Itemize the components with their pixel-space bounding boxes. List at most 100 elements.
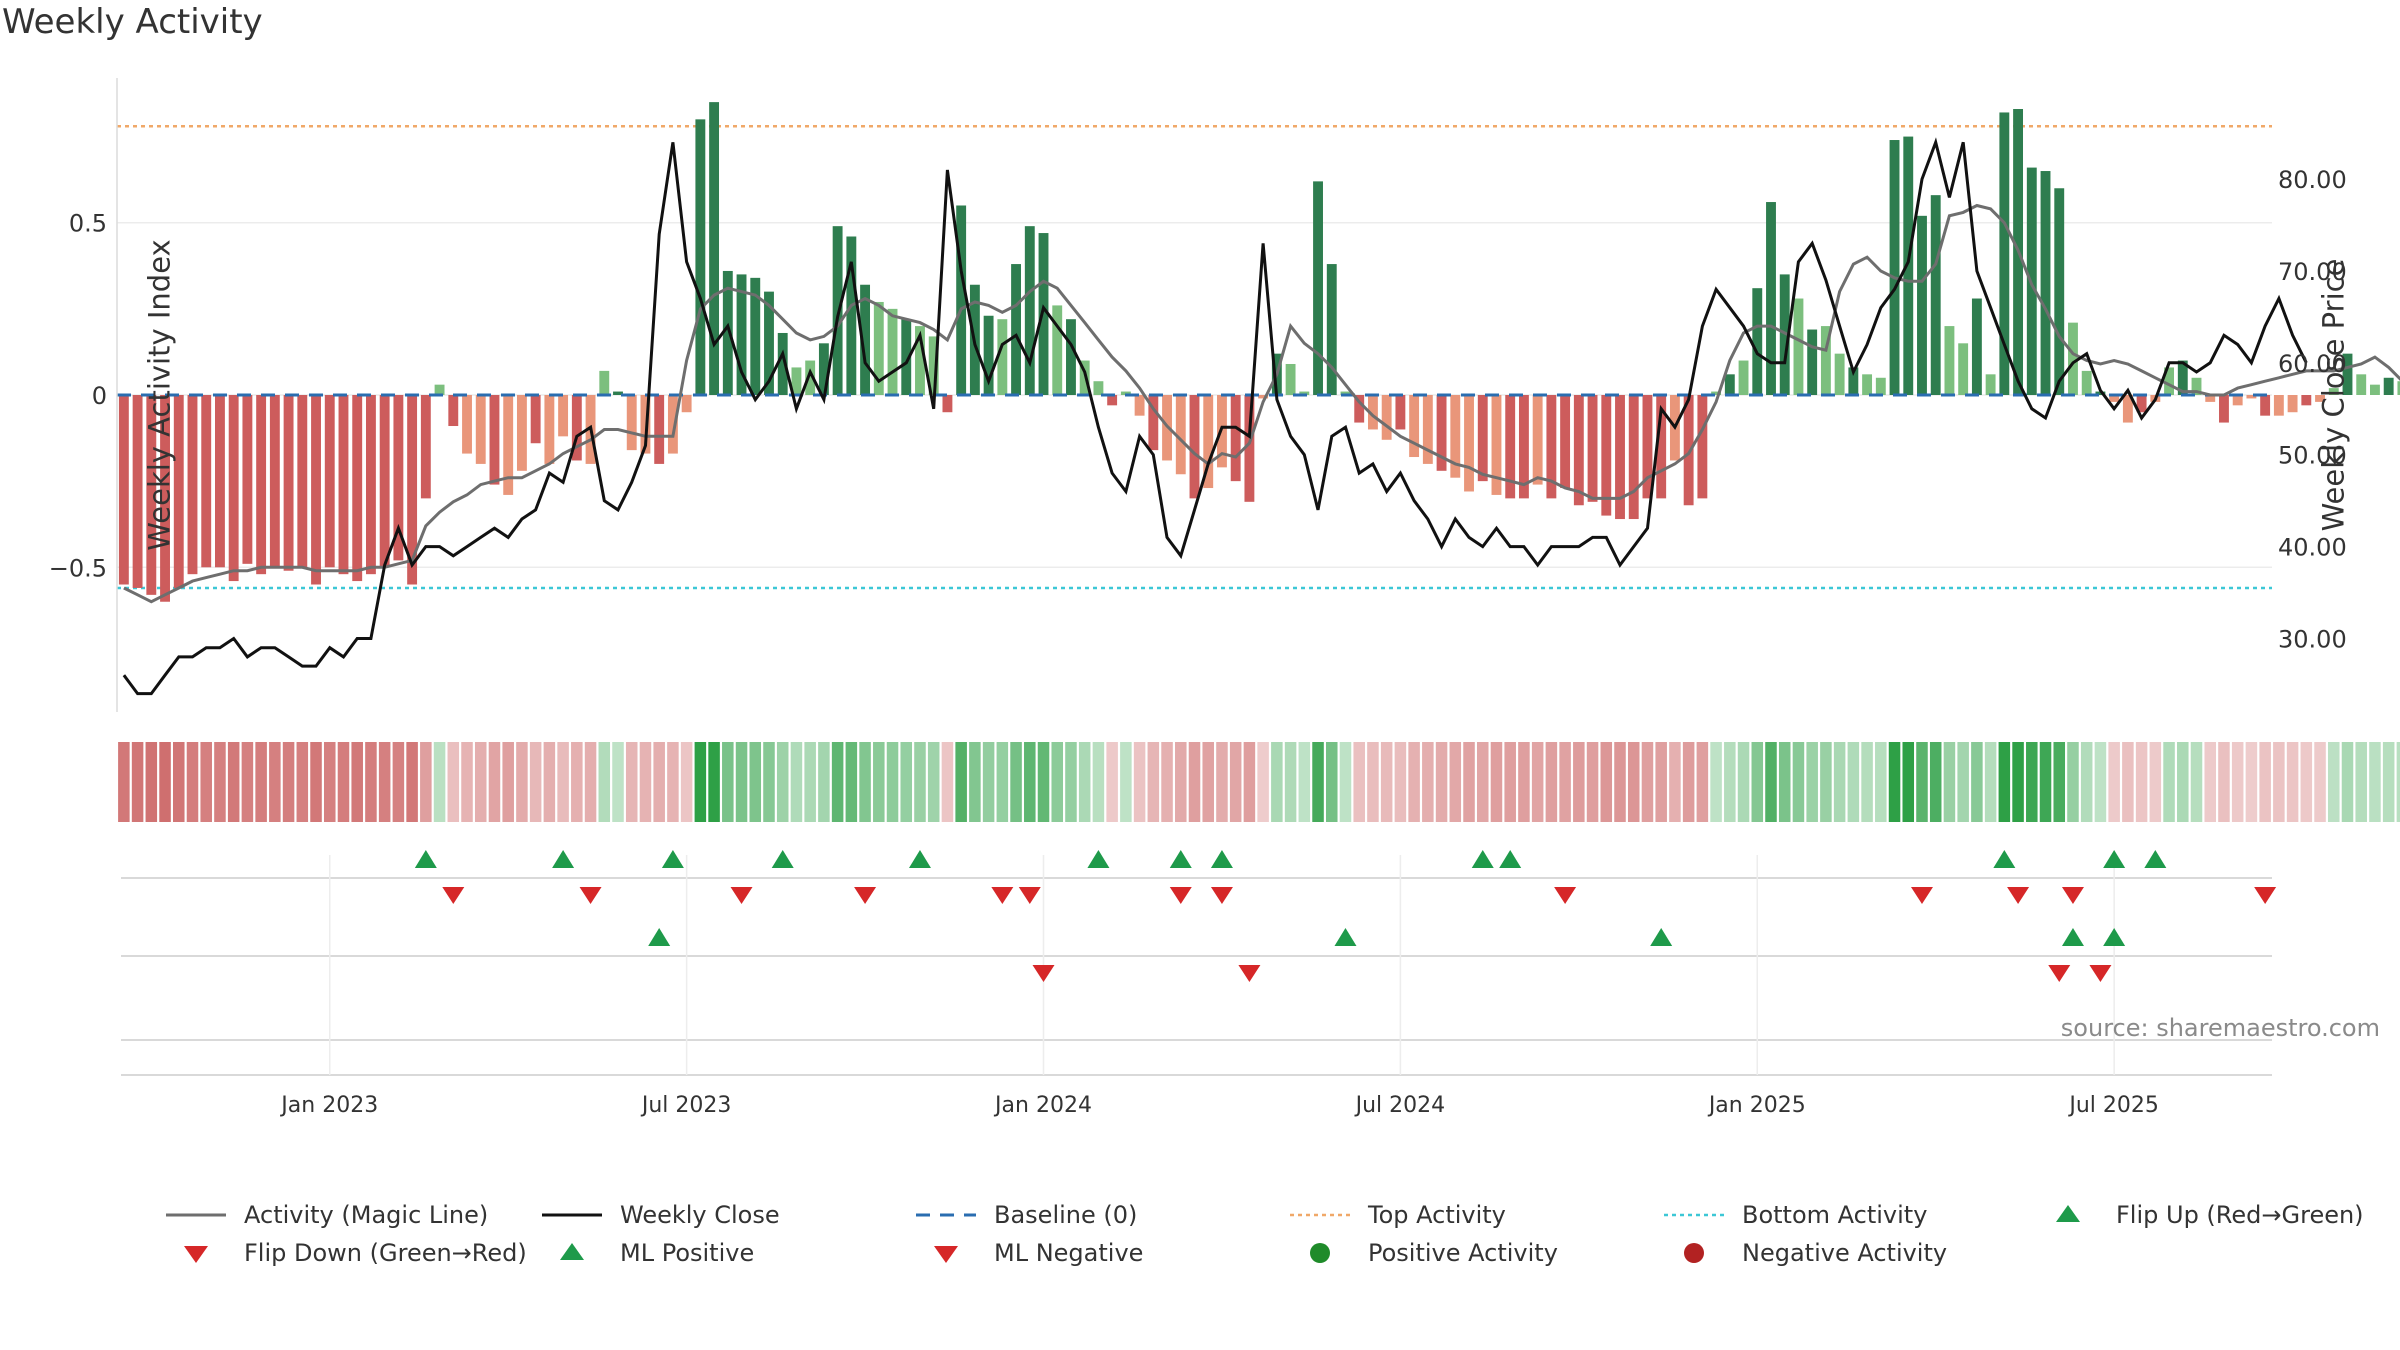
y-axis-label-left: Weekly Activity Index [142, 239, 177, 551]
ml-negative-marker [2089, 965, 2112, 982]
activity-bar [1875, 377, 1886, 395]
activity-bar [1834, 353, 1845, 395]
activity-bar [1752, 288, 1763, 395]
heatmap-cell [571, 742, 583, 822]
y-axis-label-right: Weekly Close Price [2316, 258, 2351, 532]
flip-up-marker [661, 850, 684, 868]
heatmap-cell [1943, 742, 1956, 822]
heatmap-cell [1133, 742, 1146, 822]
legend-swatch-flip-down-triangle-icon [184, 1246, 208, 1263]
flip-down-marker [1169, 887, 1192, 904]
left-tick-label: 0 [92, 382, 107, 410]
heatmap-cell [118, 742, 130, 822]
heatmap-cell [982, 742, 995, 822]
legend-item-top-activity: Top Activity [1288, 1200, 1506, 1230]
legend-swatch-bottom-activity [1664, 1213, 1724, 1217]
heatmap-cell [1531, 742, 1544, 822]
magic-line-series [123, 203, 2400, 604]
heatmap-cell [1490, 742, 1503, 822]
heatmap-cell [378, 742, 391, 822]
heatmap-cell [1957, 742, 1969, 822]
heatmap-cell [914, 742, 926, 822]
heatmap-cell [1696, 742, 1709, 822]
activity-bar [1464, 395, 1474, 492]
ml-positive-marker [1334, 928, 1357, 946]
flip-up-marker [1471, 850, 1494, 868]
activity-bar [1958, 343, 1969, 395]
activity-bar [1011, 264, 1022, 395]
heatmap-cell [625, 742, 638, 822]
heatmap-cell [708, 742, 720, 822]
activity-bar [860, 284, 871, 395]
heatmap-cell [488, 742, 501, 822]
heatmap-cell [1833, 742, 1846, 822]
flip-down-marker [2061, 887, 2084, 904]
activity-bar [928, 336, 939, 395]
heatmap-cell [1339, 742, 1352, 822]
activity-bar [448, 395, 459, 427]
heatmap-cell [145, 742, 158, 822]
activity-bar [1052, 305, 1063, 395]
heatmap-cell [667, 742, 679, 822]
heatmap-cell [1202, 742, 1214, 822]
heatmap-cell [1627, 742, 1640, 822]
activity-bar [1313, 181, 1323, 395]
heatmap-cell [214, 742, 226, 822]
activity-bar [1656, 395, 1667, 499]
heatmap-cell [1902, 742, 1915, 822]
activity-bar [832, 226, 843, 395]
heatmap-cell [241, 742, 254, 822]
heatmap-cell [1655, 742, 1667, 822]
activity-bar [324, 395, 335, 568]
activity-bar [242, 395, 253, 564]
heatmap-cell [2190, 742, 2203, 822]
activity-bar [1134, 395, 1145, 416]
heatmap-cell [2396, 742, 2400, 822]
heatmap-cell [557, 742, 569, 822]
heatmap-cell [1682, 742, 1695, 822]
activity-bar [1971, 298, 1982, 395]
activity-bar [1093, 381, 1104, 395]
activity-bar [764, 291, 774, 395]
heatmap-cell [200, 742, 212, 822]
heatmap-cell [365, 742, 377, 822]
heatmap-cell [749, 742, 762, 822]
legend-label: Positive Activity [1368, 1239, 1558, 1267]
flip-down-marker [579, 887, 602, 904]
flip-down-marker [2007, 887, 2030, 904]
right-tick-label: 50.00 [2278, 442, 2347, 470]
activity-bar [352, 395, 363, 582]
x-tick-label: Jul 2025 [2067, 1093, 2159, 1118]
x-tick-label: Jul 2023 [640, 1093, 732, 1118]
heatmap-cell [2026, 742, 2038, 822]
right-tick-label: 80.00 [2278, 166, 2347, 194]
right-tick-label: 70.00 [2278, 258, 2347, 286]
activity-bar [722, 270, 733, 395]
heatmap-cell [969, 742, 981, 822]
activity-bar [915, 326, 925, 395]
activity-bar [2191, 377, 2202, 395]
heatmap-cell [269, 742, 281, 822]
heatmap-cell [447, 742, 460, 822]
activity-bar [118, 395, 129, 585]
activity-bar [516, 395, 527, 471]
activity-bar [2328, 388, 2339, 395]
heatmap-cell [543, 742, 556, 822]
activity-bar [709, 102, 720, 395]
heatmap-cell [1065, 742, 1077, 822]
heatmap-cell [2245, 742, 2258, 822]
heatmap-cell [2369, 742, 2381, 822]
activity-bar [2232, 395, 2243, 406]
heatmap-cell [1449, 742, 1462, 822]
legend-swatch-magic-line [166, 1213, 226, 1217]
activity-bar [2301, 395, 2312, 406]
activity-bar [2095, 391, 2106, 395]
activity-bar [1477, 395, 1488, 482]
heatmap-cell [612, 742, 624, 822]
heatmap-cell [529, 742, 542, 822]
heatmap-cell [1888, 742, 1901, 822]
heatmap-cell [2300, 742, 2313, 822]
ml-positive-marker [1650, 928, 1673, 946]
flip-up-marker [1499, 850, 1522, 868]
